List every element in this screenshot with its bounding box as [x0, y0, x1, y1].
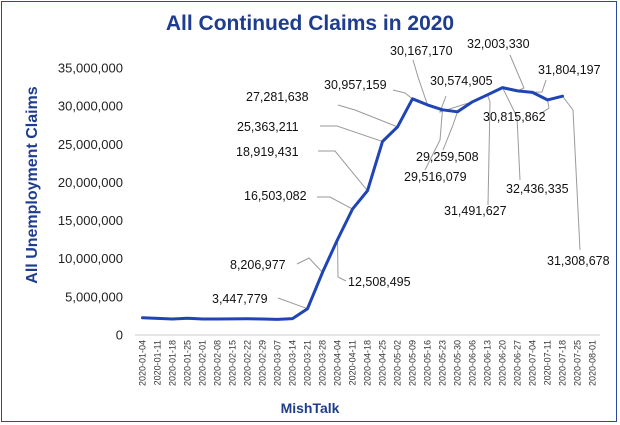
- data-label-leader: [412, 59, 428, 106]
- y-tick-label: 15,000,000: [58, 213, 123, 228]
- data-label-leaders: [277, 54, 581, 310]
- data-label-leader: [317, 196, 353, 210]
- data-label: 25,363,211: [237, 120, 299, 134]
- x-tick-label: 2020-01-04: [138, 340, 148, 386]
- x-tick-label: 2020-08-01: [588, 340, 598, 386]
- x-tick-label: 2020-07-04: [528, 340, 538, 386]
- data-label-leader: [562, 95, 581, 251]
- data-label: 16,503,082: [244, 189, 307, 203]
- x-tick-label: 2020-01-18: [168, 340, 178, 386]
- x-axis-title: MishTalk: [280, 400, 340, 416]
- data-label-leader: [532, 79, 547, 93]
- x-tick-label: 2020-02-29: [258, 340, 268, 386]
- y-tick-label: 0: [116, 328, 123, 343]
- data-label-leader: [337, 239, 347, 282]
- x-tick-label: 2020-05-16: [423, 340, 433, 386]
- x-tick-label: 2020-07-25: [573, 340, 583, 386]
- x-tick-label: 2020-06-20: [498, 340, 508, 386]
- data-label-leader: [487, 94, 491, 206]
- data-label-leader: [539, 99, 550, 115]
- data-label-leader: [277, 297, 308, 310]
- x-tick-label: 2020-02-15: [228, 340, 238, 386]
- data-label: 29,516,079: [404, 170, 467, 184]
- x-tick-label: 2020-05-02: [393, 340, 403, 386]
- x-tick-label: 2020-06-27: [513, 340, 523, 386]
- series-line: [141, 86, 564, 321]
- data-label: 31,308,678: [547, 254, 610, 268]
- x-tick-label: 2020-01-11: [153, 340, 163, 385]
- x-tick-label: 2020-07-18: [558, 340, 568, 386]
- x-tick-label: 2020-01-25: [183, 340, 193, 386]
- x-tick-label: 2020-07-11: [543, 340, 553, 385]
- x-tick-label: 2020-05-09: [408, 340, 418, 386]
- data-label-leader: [502, 87, 521, 181]
- y-axis-ticks: 0 5,000,000 10,000,000 15,000,000 20,000,000…: [58, 61, 123, 343]
- data-label: 29,259,508: [416, 150, 479, 164]
- data-label-leader: [296, 257, 323, 273]
- data-label: 12,508,495: [348, 275, 411, 289]
- x-tick-label: 2020-04-25: [378, 340, 388, 386]
- data-label-leader: [392, 89, 413, 100]
- x-tick-label: 2020-04-11: [348, 340, 358, 385]
- y-tick-label: 10,000,000: [58, 251, 123, 266]
- data-label-leader: [320, 125, 383, 142]
- chart-title: All Continued Claims in 2020: [165, 12, 455, 35]
- x-tick-label: 2020-05-23: [438, 340, 448, 386]
- data-label-leader: [439, 95, 473, 113]
- x-axis-ticks: 2020-01-04 2020-01-11 2020-01-18 2020-01-25…: [138, 340, 598, 386]
- x-tick-label: 2020-03-28: [318, 340, 328, 386]
- data-label-leader: [424, 109, 443, 171]
- y-tick-label: 25,000,000: [58, 137, 123, 152]
- data-label: 30,815,862: [483, 110, 546, 124]
- x-tick-label: 2020-03-07: [273, 340, 283, 386]
- y-tick-label: 20,000,000: [58, 175, 123, 190]
- x-tick-label: 2020-06-06: [468, 340, 478, 386]
- x-tick-label: 2020-04-18: [363, 340, 373, 386]
- x-tick-label: 2020-03-14: [288, 340, 298, 386]
- data-label: 32,436,335: [506, 182, 569, 196]
- data-label-leader: [509, 54, 525, 92]
- x-tick-label: 2020-05-30: [453, 340, 463, 386]
- data-labels: 3,447,779 8,206,977 12,508,495 16,503,082 18…: [212, 37, 610, 306]
- data-label-leader: [337, 104, 398, 128]
- data-label: 31,491,627: [444, 204, 507, 218]
- data-label: 30,167,170: [390, 44, 453, 58]
- y-tick-label: 5,000,000: [65, 289, 123, 304]
- y-tick-label: 35,000,000: [58, 61, 123, 76]
- data-label-leader: [318, 150, 368, 191]
- data-label: 27,281,638: [246, 90, 309, 104]
- x-tick-label: 2020-02-22: [243, 340, 253, 386]
- data-label: 3,447,779: [212, 292, 268, 306]
- x-tick-label: 2020-03-21: [303, 340, 313, 386]
- data-label: 18,919,431: [236, 145, 299, 159]
- x-tick-label: 2020-04-04: [333, 340, 343, 386]
- data-label: 31,804,197: [538, 63, 601, 77]
- data-label: 32,003,330: [467, 37, 530, 51]
- x-tick-label: 2020-02-01: [198, 340, 208, 386]
- data-label-leader: [442, 111, 458, 151]
- data-label: 30,574,905: [430, 74, 493, 88]
- data-label: 8,206,977: [230, 258, 286, 272]
- data-label: 30,957,159: [324, 78, 387, 92]
- y-tick-label: 30,000,000: [58, 99, 123, 114]
- x-tick-label: 2020-06-13: [483, 340, 493, 386]
- x-tick-label: 2020-02-08: [213, 340, 223, 386]
